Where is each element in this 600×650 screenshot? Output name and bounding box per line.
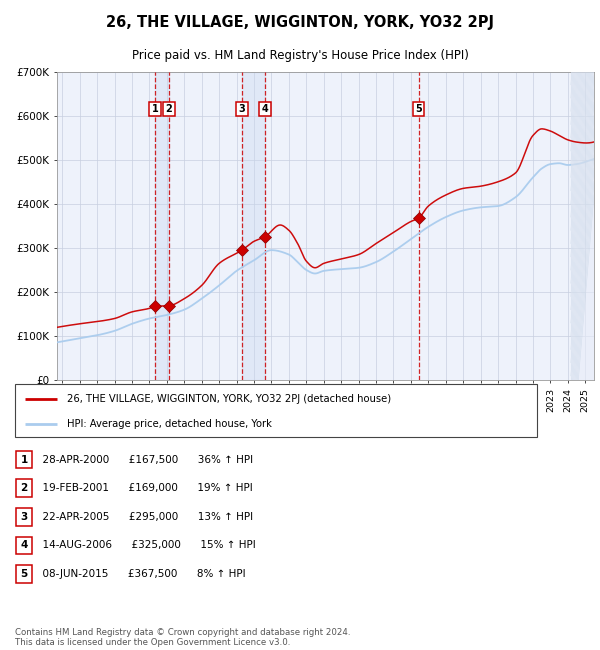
Bar	[242, 72, 265, 380]
Text: 1: 1	[20, 454, 28, 465]
Text: 22-APR-2005      £295,000      13% ↑ HPI: 22-APR-2005 £295,000 13% ↑ HPI	[36, 512, 253, 522]
Text: 26, THE VILLAGE, WIGGINTON, YORK, YO32 2PJ: 26, THE VILLAGE, WIGGINTON, YORK, YO32 2…	[106, 15, 494, 30]
Bar	[571, 72, 594, 380]
FancyBboxPatch shape	[15, 384, 537, 437]
Text: 2: 2	[166, 104, 172, 114]
Text: Price paid vs. HM Land Registry's House Price Index (HPI): Price paid vs. HM Land Registry's House …	[131, 49, 469, 62]
FancyBboxPatch shape	[16, 508, 32, 525]
FancyBboxPatch shape	[16, 565, 32, 582]
Text: 1: 1	[152, 104, 158, 114]
Text: HPI: Average price, detached house, York: HPI: Average price, detached house, York	[67, 419, 272, 429]
Text: 3: 3	[239, 104, 245, 114]
Text: 5: 5	[415, 104, 422, 114]
Text: 19-FEB-2001      £169,000      19% ↑ HPI: 19-FEB-2001 £169,000 19% ↑ HPI	[36, 483, 253, 493]
Text: 4: 4	[262, 104, 268, 114]
FancyBboxPatch shape	[16, 537, 32, 554]
Text: 14-AUG-2006      £325,000      15% ↑ HPI: 14-AUG-2006 £325,000 15% ↑ HPI	[36, 540, 256, 551]
Text: 26, THE VILLAGE, WIGGINTON, YORK, YO32 2PJ (detached house): 26, THE VILLAGE, WIGGINTON, YORK, YO32 2…	[67, 394, 391, 404]
Text: Contains HM Land Registry data © Crown copyright and database right 2024.
This d: Contains HM Land Registry data © Crown c…	[15, 628, 350, 647]
Text: 2: 2	[20, 483, 28, 493]
Text: 5: 5	[20, 569, 28, 579]
FancyBboxPatch shape	[16, 480, 32, 497]
FancyBboxPatch shape	[16, 450, 32, 468]
Text: 28-APR-2000      £167,500      36% ↑ HPI: 28-APR-2000 £167,500 36% ↑ HPI	[36, 454, 253, 465]
Text: 08-JUN-2015      £367,500      8% ↑ HPI: 08-JUN-2015 £367,500 8% ↑ HPI	[36, 569, 245, 579]
Text: 4: 4	[20, 540, 28, 551]
Text: 3: 3	[20, 512, 28, 522]
Bar	[155, 72, 169, 380]
Bar	[571, 72, 594, 380]
